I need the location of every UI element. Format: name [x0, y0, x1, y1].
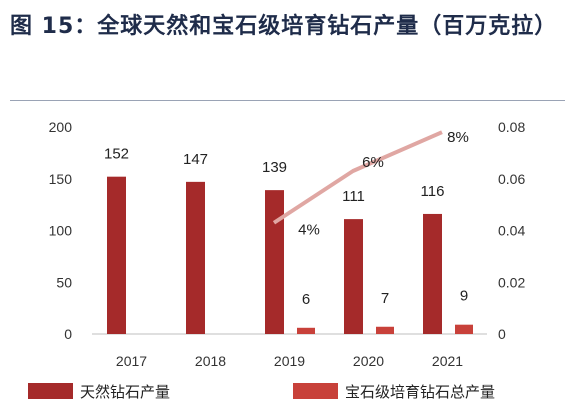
lab-share-label: 4% [298, 222, 320, 239]
x-axis-tick-label: 2021 [432, 353, 463, 369]
lab-share-label: 8% [447, 129, 469, 146]
natural-diamond-bar [186, 181, 205, 334]
legend-label-lab: 宝石级培育钻石总产量 [345, 383, 495, 401]
legend-swatch-natural [28, 383, 73, 399]
left-axis-tick-label: 100 [49, 223, 73, 239]
natural-diamond-bar [107, 176, 126, 334]
natural-diamond-bar [344, 219, 363, 334]
right-axis-tick-label: 0 [498, 326, 506, 342]
right-axis-tick-label: 0.08 [498, 119, 525, 135]
right-axis-tick-label: 0.02 [498, 274, 525, 290]
x-axis-tick-label: 2018 [195, 353, 226, 369]
lab-diamond-bar [297, 327, 315, 334]
x-axis-tick-label: 2019 [274, 353, 305, 369]
x-axis-tick-label: 2020 [353, 353, 384, 369]
natural-bar-value-label: 139 [262, 159, 287, 176]
lab-bar-value-label: 7 [381, 290, 389, 307]
natural-diamond-bar [423, 213, 442, 334]
lab-diamond-bar [455, 324, 473, 334]
natural-bar-value-label: 111 [342, 188, 365, 205]
natural-bar-value-label: 152 [104, 146, 129, 163]
left-axis-tick-label: 150 [49, 171, 73, 187]
lab-diamond-bar [376, 326, 394, 334]
right-axis-tick-label: 0.04 [498, 223, 525, 239]
title-divider [10, 100, 565, 101]
figure-title: 图 15：全球天然和宝石级培育钻石产量（百万克拉） [10, 14, 558, 39]
natural-bar-value-label: 116 [421, 183, 445, 200]
natural-bar-value-label: 147 [183, 151, 208, 168]
left-axis-tick-label: 200 [49, 119, 73, 135]
right-axis-tick-label: 0.06 [498, 171, 525, 187]
legend-label-natural: 天然钻石产量 [80, 383, 170, 401]
legend-swatch-lab [293, 383, 338, 399]
left-axis-tick-label: 0 [64, 326, 72, 342]
lab-bar-value-label: 6 [302, 291, 310, 308]
natural-diamond-bar [265, 190, 284, 334]
lab-share-label: 6% [362, 154, 384, 171]
x-axis-tick-label: 2017 [116, 353, 147, 369]
lab-share-line [272, 130, 443, 225]
lab-bar-value-label: 9 [460, 288, 468, 305]
left-axis-tick-label: 50 [56, 274, 72, 290]
